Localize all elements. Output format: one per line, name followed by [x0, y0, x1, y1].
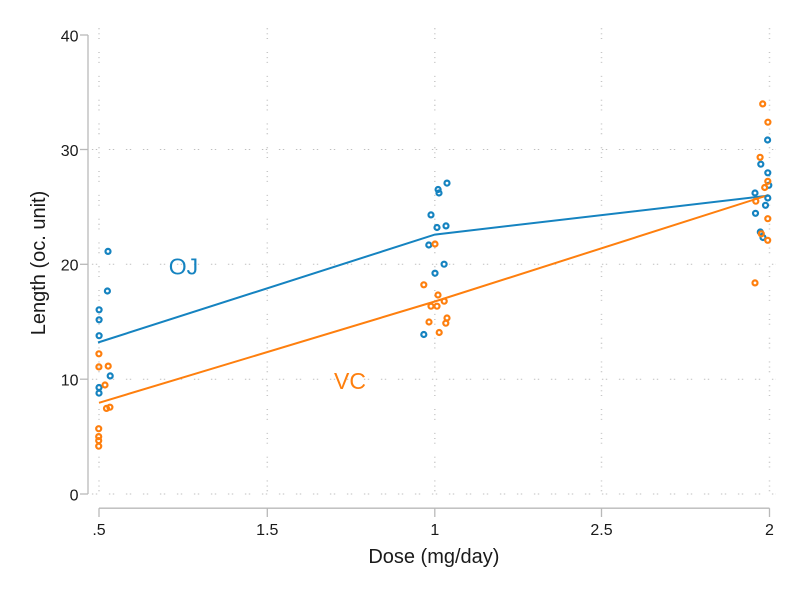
svg-text:10: 10	[61, 373, 79, 390]
svg-text:40: 40	[61, 28, 79, 45]
svg-text:0: 0	[70, 487, 79, 504]
svg-text:Length (oc. unit): Length (oc. unit)	[28, 191, 50, 336]
svg-text:2.5: 2.5	[590, 522, 612, 539]
svg-text:1.5: 1.5	[256, 522, 278, 539]
svg-text:Dose (mg/day): Dose (mg/day)	[368, 546, 499, 568]
svg-text:30: 30	[61, 143, 79, 160]
svg-text:1: 1	[430, 522, 439, 539]
svg-text:VC: VC	[334, 368, 366, 394]
svg-text:.5: .5	[92, 522, 105, 539]
svg-text:OJ: OJ	[169, 254, 198, 280]
svg-text:20: 20	[61, 258, 79, 275]
svg-text:2: 2	[765, 522, 774, 539]
